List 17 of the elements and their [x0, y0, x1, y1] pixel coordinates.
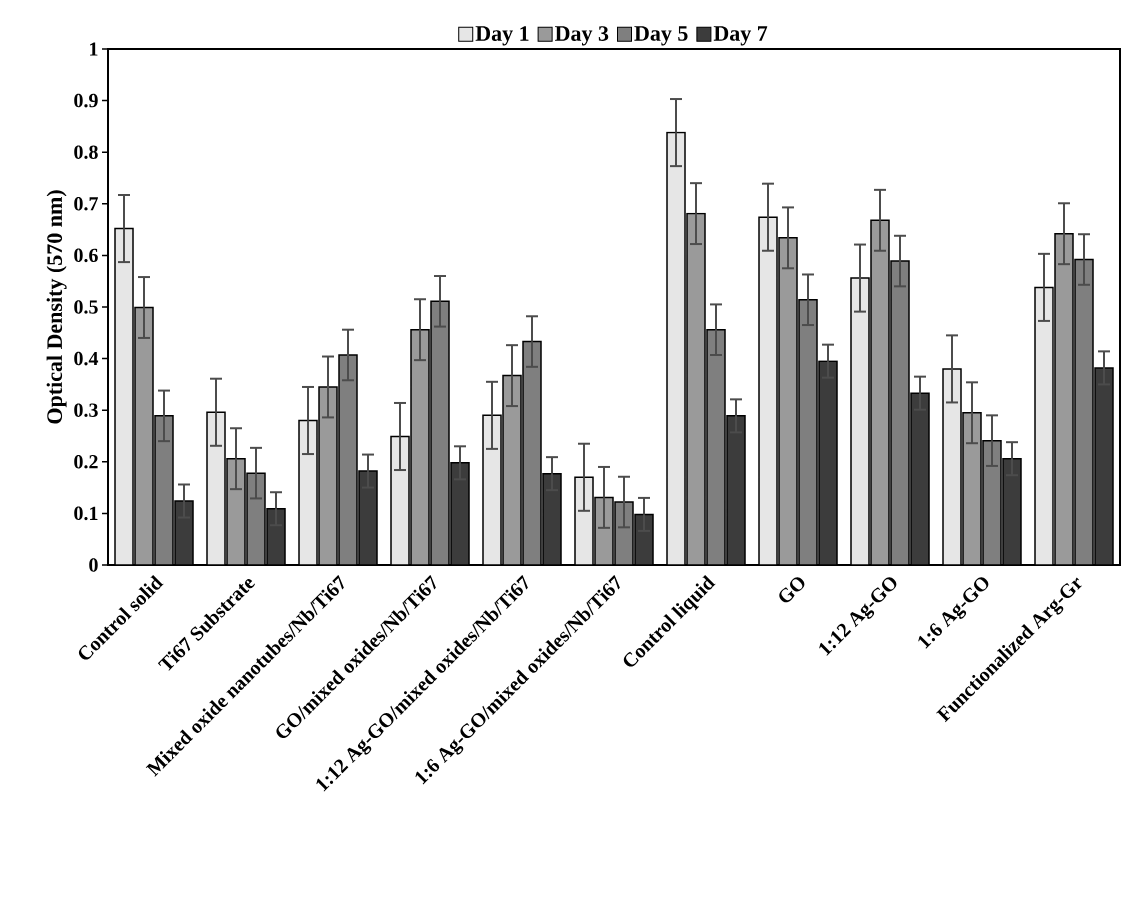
y-tick-label: 0.2 — [74, 455, 98, 469]
legend-label: Day 3 — [555, 26, 609, 46]
y-tick-label: 0.1 — [74, 506, 98, 521]
y-tick-label: 1 — [90, 42, 98, 56]
y-tick-label: 0.5 — [74, 300, 98, 314]
y-tick-label: 0 — [89, 558, 98, 572]
y-tick-label: 0.9 — [74, 93, 98, 108]
y-tick-label: 0.6 — [74, 248, 98, 263]
legend-label: Day 7 — [713, 26, 768, 46]
y-axis-title: Optical Density (570 nm) — [46, 190, 67, 424]
y-tick-label: 0.8 — [74, 145, 98, 159]
legend-label: Day 1 — [475, 26, 529, 46]
x-tick-label: GO — [779, 577, 805, 603]
y-tick-label: 0.7 — [74, 197, 98, 211]
y-tick-label: 0.4 — [74, 351, 99, 366]
legend-label: Day 5 — [634, 26, 688, 46]
y-tick-label: 0.3 — [74, 403, 98, 417]
